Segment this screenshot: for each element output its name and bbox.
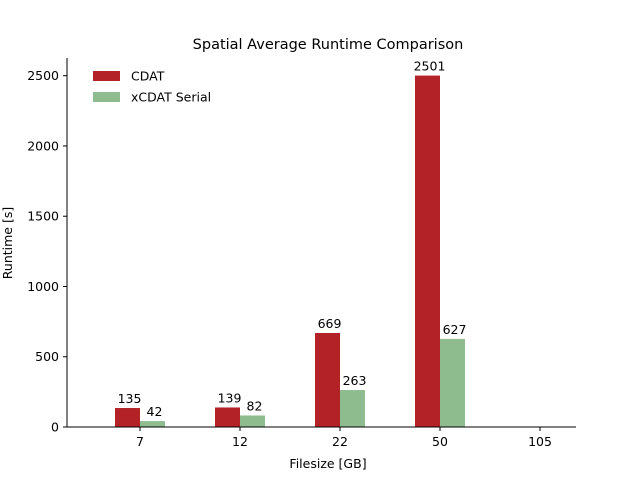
bar-xcdat-serial-22 xyxy=(340,390,365,427)
bar-value-label: 135 xyxy=(118,391,142,406)
bar-value-label: 42 xyxy=(147,404,163,419)
bar-cdat-7 xyxy=(115,408,140,427)
x-axis-label: Filesize [GB] xyxy=(289,456,366,471)
bar-cdat-50 xyxy=(415,75,440,428)
bar-cdat-12 xyxy=(215,407,240,427)
bar-value-label: 139 xyxy=(218,390,242,405)
bar-xcdat-serial-7 xyxy=(140,421,165,427)
legend-label: CDAT xyxy=(131,69,165,84)
bar-xcdat-serial-50 xyxy=(440,338,465,427)
y-tick-label: 1000 xyxy=(27,279,59,294)
x-tick-label: 7 xyxy=(136,434,144,449)
y-tick-label: 0 xyxy=(51,420,59,435)
bar-cdat-22 xyxy=(315,332,340,427)
bar-value-label: 627 xyxy=(443,322,467,337)
x-ticks-group: 7 12 22 50 105 xyxy=(136,427,552,449)
x-tick-label: 105 xyxy=(528,434,552,449)
legend-label: xCDAT Serial xyxy=(131,90,211,105)
bar-value-label: 263 xyxy=(343,373,367,388)
y-tick-label: 500 xyxy=(35,349,59,364)
y-tick-label: 2000 xyxy=(27,138,59,153)
bar-labels-group: 135 42 139 82 669 263 2501 627 xyxy=(118,59,467,420)
legend-swatch xyxy=(93,71,120,81)
bar-value-label: 669 xyxy=(318,316,342,331)
bar-value-label: 2501 xyxy=(414,59,446,74)
y-ticks-group: 0 500 1000 1500 2000 2500 xyxy=(27,68,67,435)
bars-group xyxy=(115,75,465,428)
bar-value-label: 82 xyxy=(247,398,263,413)
y-tick-label: 1500 xyxy=(27,209,59,224)
legend: CDAT xCDAT Serial xyxy=(93,69,211,105)
y-axis-label: Runtime [s] xyxy=(0,207,15,279)
chart-title: Spatial Average Runtime Comparison xyxy=(193,37,464,53)
bar-xcdat-serial-12 xyxy=(240,415,265,427)
x-tick-label: 12 xyxy=(232,434,248,449)
legend-swatch xyxy=(93,92,120,102)
x-tick-label: 50 xyxy=(432,434,448,449)
x-tick-label: 22 xyxy=(332,434,348,449)
y-tick-label: 2500 xyxy=(27,68,59,83)
